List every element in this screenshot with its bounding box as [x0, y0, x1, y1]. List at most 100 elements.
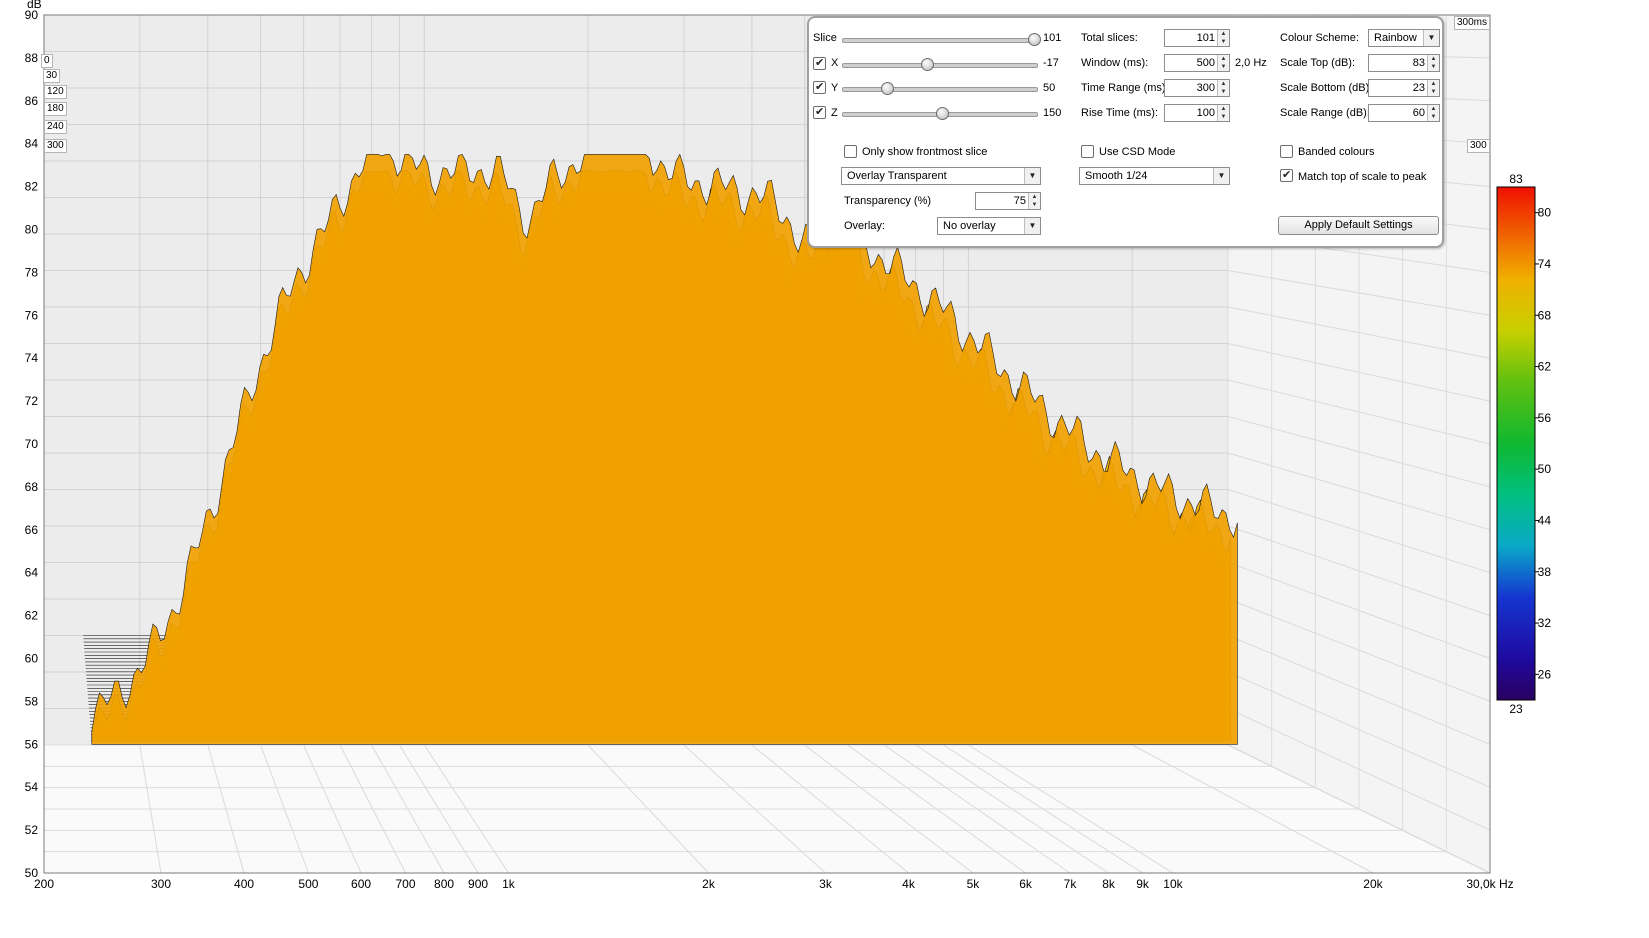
transparency-label: Transparency (%) — [844, 195, 932, 207]
scale-range-input[interactable]: 60 ▲ ▼ — [1368, 104, 1440, 122]
z-label: Z — [831, 107, 838, 119]
y-slider-track[interactable] — [842, 87, 1038, 92]
spin-arrows-icon[interactable]: ▲ ▼ — [1217, 80, 1229, 96]
y-label: Y — [831, 82, 839, 94]
time-axis-right-label: 300 — [1467, 139, 1490, 153]
only-frontmost-checkbox[interactable] — [844, 145, 857, 158]
y-tick-label: 58 — [25, 694, 39, 708]
x-slider-thumb[interactable] — [921, 58, 934, 71]
x-tick-label: 5k — [967, 877, 981, 891]
time-label-240: 240 — [44, 120, 67, 134]
waterfall-slice — [91, 153, 1238, 745]
chevron-down-icon[interactable]: ▼ — [1024, 218, 1040, 234]
match-top-label: Match top of scale to peak — [1298, 171, 1427, 183]
chevron-down-icon[interactable]: ▼ — [1213, 168, 1229, 184]
spin-arrows-icon[interactable]: ▲ ▼ — [1427, 80, 1439, 96]
scale-top-label: Scale Top (dB): — [1280, 57, 1356, 69]
x-tick-label: 6k — [1019, 877, 1033, 891]
x-slider-track[interactable] — [842, 63, 1038, 68]
spin-arrows-icon[interactable]: ▲ ▼ — [1427, 55, 1439, 71]
overlay-mode-select[interactable]: Overlay Transparent ▼ — [841, 167, 1041, 185]
y-tick-label: 90 — [25, 8, 39, 22]
colour-scale-tick-label: 68 — [1538, 308, 1552, 322]
match-top-checkbox[interactable] — [1280, 168, 1293, 182]
scale-bottom-input[interactable]: 23 ▲ ▼ — [1368, 79, 1440, 97]
y-tick-label: 62 — [25, 609, 39, 623]
colour-scale-bottom-label: 23 — [1509, 702, 1523, 716]
z-checkbox[interactable] — [813, 105, 826, 119]
overlay-label: Overlay: — [844, 220, 885, 232]
slice-slider-thumb[interactable] — [1028, 33, 1041, 46]
time-label-120: 120 — [44, 85, 67, 99]
x-tick-label: 200 — [34, 877, 54, 891]
y-slider-thumb[interactable] — [881, 82, 894, 95]
y-tick-label: 78 — [25, 265, 39, 279]
x-tick-label: 2k — [702, 877, 716, 891]
y-tick-label: 50 — [25, 866, 39, 880]
apply-defaults-button[interactable]: Apply Default Settings — [1278, 216, 1439, 235]
time-range-value: 300 — [1196, 82, 1215, 94]
smoothing-select[interactable]: Smooth 1/24 ▼ — [1079, 167, 1230, 185]
colour-scale-bar — [1496, 186, 1536, 701]
y-tick-label: 66 — [25, 523, 39, 537]
waterfall-surface — [83, 153, 1238, 745]
transparency-value: 75 — [1013, 195, 1026, 207]
plot-frame — [43, 14, 1491, 874]
y-tick-label: 56 — [25, 737, 39, 751]
time-label-30: 30 — [43, 69, 61, 83]
time-range-label: Time Range (ms): — [1081, 82, 1169, 94]
scale-top-value: 83 — [1412, 57, 1425, 69]
y-tick-label: 80 — [25, 223, 39, 237]
colour-scheme-select[interactable]: Rainbow ▼ — [1368, 29, 1440, 47]
y-tick-label: 60 — [25, 652, 39, 666]
chevron-down-icon[interactable]: ▼ — [1024, 168, 1040, 184]
y-tick-label: 52 — [25, 823, 39, 837]
x-tick-label: 1k — [502, 877, 516, 891]
spin-arrows-icon[interactable]: ▲ ▼ — [1217, 55, 1229, 71]
overlay-value: No overlay — [943, 220, 996, 232]
y-tick-label: 70 — [25, 437, 39, 451]
colour-scale-tick-label: 26 — [1538, 667, 1552, 681]
window-input[interactable]: 500 ▲ ▼ — [1164, 54, 1230, 72]
x-tick-label: 9k — [1136, 877, 1150, 891]
colour-scale-tick-label: 44 — [1538, 513, 1552, 527]
scale-top-input[interactable]: 83 ▲ ▼ — [1368, 54, 1440, 72]
use-csd-checkbox[interactable] — [1081, 145, 1094, 158]
time-axis-end-label: 300ms — [1454, 16, 1491, 30]
x-label: X — [831, 57, 839, 69]
colour-scale-tick-label: 56 — [1538, 411, 1552, 425]
x-tick-label: 10k — [1163, 877, 1183, 891]
z-slider-thumb[interactable] — [936, 107, 949, 120]
banded-colours-checkbox[interactable] — [1280, 145, 1293, 158]
x-tick-label: 800 — [434, 877, 454, 891]
y-tick-label: 74 — [25, 351, 39, 365]
y-tick-label: 82 — [25, 180, 39, 194]
rise-time-input[interactable]: 100 ▲ ▼ — [1164, 104, 1230, 122]
total-slices-input[interactable]: 101 ▲ ▼ — [1164, 29, 1230, 47]
overlay-select[interactable]: No overlay ▼ — [937, 217, 1041, 235]
time-label-300: 300 — [44, 139, 67, 153]
colour-scale-tick-label: 38 — [1538, 565, 1552, 579]
x-tick-label: 8k — [1102, 877, 1116, 891]
spin-arrows-icon[interactable]: ▲ ▼ — [1217, 105, 1229, 121]
y-checkbox[interactable] — [813, 80, 826, 94]
spin-arrows-icon[interactable]: ▲ ▼ — [1217, 30, 1229, 46]
scale-range-label: Scale Range (dB): — [1280, 107, 1370, 119]
colour-scale: 83 23 80 74 68 62 56 50 44 38 32 26 — [1496, 172, 1552, 716]
x-tick-label: 600 — [351, 877, 371, 891]
time-range-input[interactable]: 300 ▲ ▼ — [1164, 79, 1230, 97]
banded-colours-label: Banded colours — [1298, 146, 1375, 158]
colour-scale-tick-label: 50 — [1538, 462, 1552, 476]
transparency-input[interactable]: 75 ▲ ▼ — [975, 192, 1041, 210]
spin-arrows-icon[interactable]: ▲ ▼ — [1427, 105, 1439, 121]
chevron-down-icon[interactable]: ▼ — [1423, 30, 1439, 46]
colour-scale-tick-label: 32 — [1538, 616, 1552, 630]
x-tick-label: 500 — [298, 877, 318, 891]
spin-arrows-icon[interactable]: ▲ ▼ — [1028, 193, 1040, 209]
time-label-180: 180 — [44, 102, 67, 116]
colour-scale-tick-label: 74 — [1538, 257, 1552, 271]
only-frontmost-label: Only show frontmost slice — [862, 146, 988, 158]
slice-slider-track[interactable] — [842, 38, 1038, 43]
x-checkbox[interactable] — [813, 56, 826, 70]
